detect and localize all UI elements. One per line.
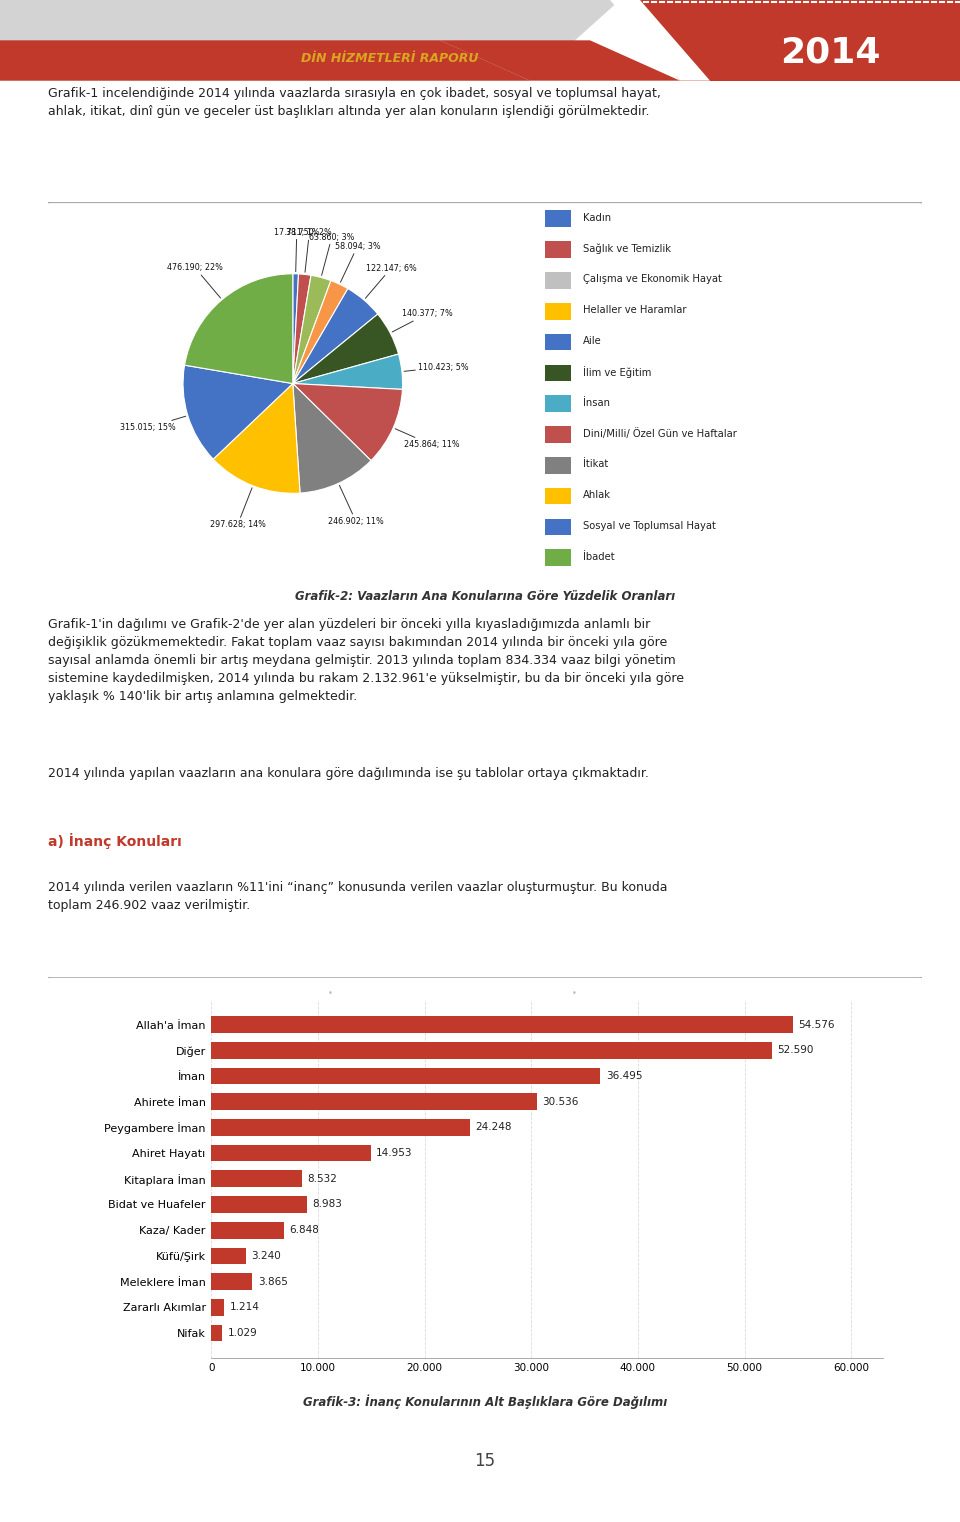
- Text: 297.628; 14%: 297.628; 14%: [209, 489, 266, 530]
- Bar: [545, 242, 571, 257]
- Text: İbadet: İbadet: [583, 552, 614, 562]
- Text: İlim ve Eğitim: İlim ve Eğitim: [583, 365, 651, 377]
- Text: Grafik-1'in dağılımı ve Grafik-2'de yer alan yüzdeleri bir önceki yılla kıyaslad: Grafik-1'in dağılımı ve Grafik-2'de yer …: [48, 618, 684, 703]
- Text: 8.983: 8.983: [312, 1199, 342, 1210]
- Wedge shape: [293, 355, 402, 390]
- Bar: [211, 1274, 252, 1291]
- Text: 8.532: 8.532: [307, 1173, 337, 1184]
- Text: •: •: [327, 989, 335, 998]
- Bar: [211, 1298, 224, 1315]
- Wedge shape: [213, 384, 300, 493]
- Text: 140.377; 7%: 140.377; 7%: [393, 309, 452, 332]
- Bar: [545, 426, 571, 443]
- Wedge shape: [293, 280, 348, 384]
- Text: 1.214: 1.214: [229, 1303, 259, 1312]
- Text: 15: 15: [474, 1452, 495, 1470]
- Bar: [211, 1248, 246, 1265]
- Polygon shape: [0, 41, 530, 81]
- Text: 63.860; 3%: 63.860; 3%: [309, 233, 354, 275]
- Wedge shape: [293, 274, 311, 384]
- Bar: [211, 1067, 601, 1084]
- Text: 245.864; 11%: 245.864; 11%: [396, 429, 459, 449]
- Polygon shape: [610, 0, 710, 81]
- Bar: [545, 549, 571, 566]
- Text: 110.423; 5%: 110.423; 5%: [404, 362, 468, 371]
- Text: DİN HİZMETLERİ RAPORU: DİN HİZMETLERİ RAPORU: [301, 52, 479, 65]
- Text: 52.590: 52.590: [778, 1046, 814, 1055]
- Bar: [545, 489, 571, 504]
- Bar: [545, 272, 571, 289]
- Polygon shape: [620, 0, 960, 81]
- Polygon shape: [440, 41, 680, 81]
- Bar: [545, 333, 571, 350]
- Text: Grafik-1 incelendiğinde 2014 yılında vaazlarda sırasıyla en çok ibadet, sosyal v: Grafik-1 incelendiğinde 2014 yılında vaa…: [48, 87, 660, 117]
- Wedge shape: [293, 384, 402, 461]
- Text: 2014 yılında yapılan vaazların ana konulara göre dağılımında ise şu tablolar ort: 2014 yılında yapılan vaazların ana konul…: [48, 767, 649, 781]
- Text: 315.015; 15%: 315.015; 15%: [120, 416, 185, 432]
- Text: Dini/Milli/ Özel Gün ve Haftalar: Dini/Milli/ Özel Gün ve Haftalar: [583, 428, 736, 438]
- Text: Helaller ve Haramlar: Helaller ve Haramlar: [583, 306, 686, 315]
- Bar: [211, 1222, 284, 1239]
- Text: 2014: 2014: [780, 35, 880, 70]
- Text: Sosyal ve Toplumsal Hayat: Sosyal ve Toplumsal Hayat: [583, 521, 715, 531]
- Bar: [545, 303, 571, 320]
- Text: Kadın: Kadın: [583, 213, 611, 222]
- Text: Grafik-2: Vaazların Ana Konularına Göre Yüzdelik Oranları: Grafik-2: Vaazların Ana Konularına Göre …: [295, 591, 675, 603]
- Text: 30.536: 30.536: [542, 1097, 579, 1106]
- Text: 14.953: 14.953: [376, 1148, 413, 1158]
- Wedge shape: [293, 275, 331, 384]
- Text: 54.576: 54.576: [799, 1020, 835, 1029]
- Text: 2014 yılında verilen vaazların %11'ini “inanç” konusunda verilen vaazlar oluştur: 2014 yılında verilen vaazların %11'ini “…: [48, 881, 667, 912]
- Bar: [545, 457, 571, 473]
- Text: 58.094; 3%: 58.094; 3%: [334, 242, 380, 282]
- Text: 17.711; 1%: 17.711; 1%: [274, 228, 320, 271]
- Bar: [211, 1017, 793, 1033]
- Wedge shape: [293, 274, 299, 384]
- Bar: [211, 1145, 371, 1161]
- Bar: [545, 365, 571, 380]
- Wedge shape: [293, 289, 378, 384]
- Text: 3.240: 3.240: [252, 1251, 281, 1260]
- Text: 476.190; 22%: 476.190; 22%: [167, 263, 223, 298]
- Text: Ahlak: Ahlak: [583, 490, 611, 501]
- Text: 246.902; 11%: 246.902; 11%: [328, 486, 384, 525]
- Text: 6.848: 6.848: [290, 1225, 320, 1236]
- Text: İnsan: İnsan: [583, 397, 610, 408]
- Bar: [545, 210, 571, 227]
- Wedge shape: [184, 274, 293, 384]
- Wedge shape: [293, 314, 398, 384]
- Text: Grafik-3: İnanç Konularının Alt Başlıklara Göre Dağılımı: Grafik-3: İnanç Konularının Alt Başlıkla…: [302, 1394, 667, 1409]
- Bar: [211, 1093, 537, 1110]
- Wedge shape: [183, 365, 293, 460]
- Text: 122.147; 6%: 122.147; 6%: [366, 263, 417, 298]
- Text: 24.248: 24.248: [475, 1122, 512, 1132]
- Text: 36.495: 36.495: [606, 1071, 642, 1081]
- Text: Çalışma ve Ekonomik Hayat: Çalışma ve Ekonomik Hayat: [583, 274, 721, 285]
- Bar: [545, 519, 571, 536]
- Bar: [211, 1043, 772, 1059]
- Bar: [545, 396, 571, 412]
- Bar: [211, 1119, 469, 1135]
- FancyBboxPatch shape: [39, 202, 930, 581]
- Text: Sağlık ve Temizlik: Sağlık ve Temizlik: [583, 244, 670, 254]
- Text: İtikat: İtikat: [583, 460, 608, 469]
- Bar: [211, 1170, 302, 1187]
- Wedge shape: [293, 384, 371, 493]
- Text: •: •: [572, 989, 580, 998]
- Text: 38.750; 2%: 38.750; 2%: [286, 228, 332, 272]
- Text: 3.865: 3.865: [257, 1277, 288, 1286]
- Bar: [211, 1196, 307, 1213]
- Bar: [211, 1324, 222, 1341]
- Text: a) İnanç Konuları: a) İnanç Konuları: [48, 833, 181, 849]
- Text: Aile: Aile: [583, 336, 601, 345]
- Polygon shape: [0, 0, 620, 81]
- FancyBboxPatch shape: [39, 977, 930, 1382]
- Text: 1.029: 1.029: [228, 1329, 257, 1338]
